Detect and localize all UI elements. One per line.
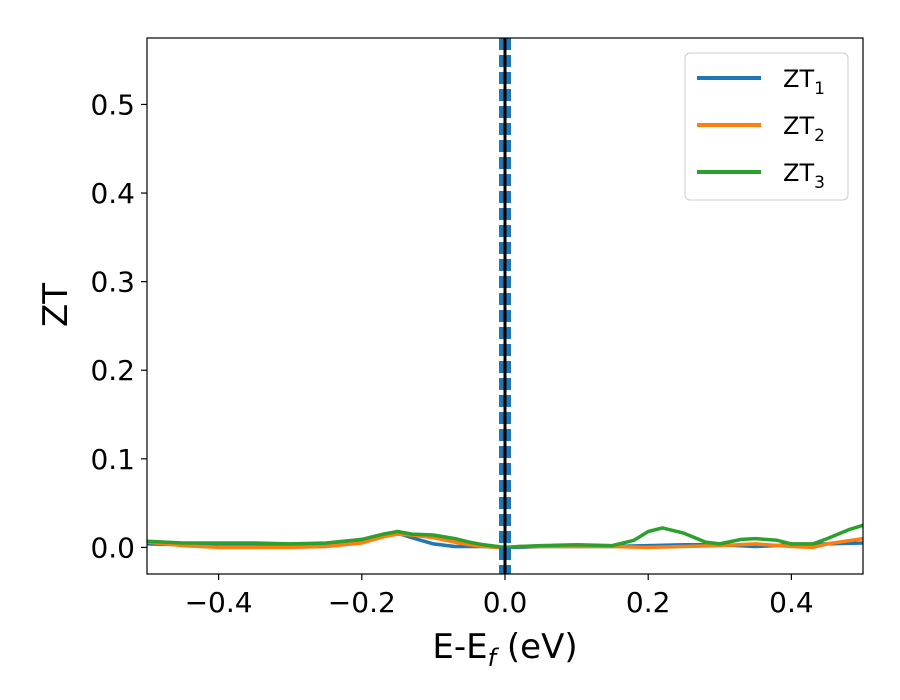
legend-label-subscript: 2 bbox=[814, 126, 825, 146]
legend-label-2: ZT2 bbox=[783, 112, 825, 146]
x-axis: −0.4 −0.2 0.0 0.2 0.4 bbox=[185, 574, 814, 619]
x-tick-label: 0.2 bbox=[626, 586, 671, 619]
y-tick-label: 0.3 bbox=[90, 266, 135, 299]
series-line-3 bbox=[147, 523, 863, 550]
legend-label-main: ZT bbox=[783, 112, 814, 140]
legend-box bbox=[684, 52, 849, 201]
y-tick-label: 0.0 bbox=[90, 531, 135, 564]
x-tick-label: −0.4 bbox=[185, 586, 253, 619]
legend-label-subscript: 1 bbox=[814, 79, 825, 99]
series-layer bbox=[147, 523, 863, 550]
x-tick-label: −0.2 bbox=[328, 586, 396, 619]
legend-label-main: ZT bbox=[783, 65, 814, 93]
legend-label-3: ZT3 bbox=[783, 159, 825, 193]
x-tick-label: 0.4 bbox=[769, 586, 814, 619]
y-tick-label: 0.1 bbox=[90, 443, 135, 476]
y-tick-label: 0.2 bbox=[90, 354, 135, 387]
legend-label-1: ZT1 bbox=[783, 65, 825, 99]
y-axis-label: ZT bbox=[36, 283, 76, 327]
y-axis: 0.0 0.1 0.2 0.3 0.4 0.5 bbox=[90, 88, 147, 564]
x-axis-label-main: E-E bbox=[432, 627, 487, 667]
x-tick-label: 0.0 bbox=[483, 586, 528, 619]
legend-label-subscript: 3 bbox=[814, 173, 825, 193]
legend-label-main: ZT bbox=[783, 159, 814, 187]
y-tick-label: 0.4 bbox=[90, 177, 135, 210]
y-tick-label: 0.5 bbox=[90, 88, 135, 121]
x-axis-label-unit: (eV) bbox=[496, 627, 578, 667]
x-axis-label: E-Ef (eV) bbox=[432, 627, 577, 672]
